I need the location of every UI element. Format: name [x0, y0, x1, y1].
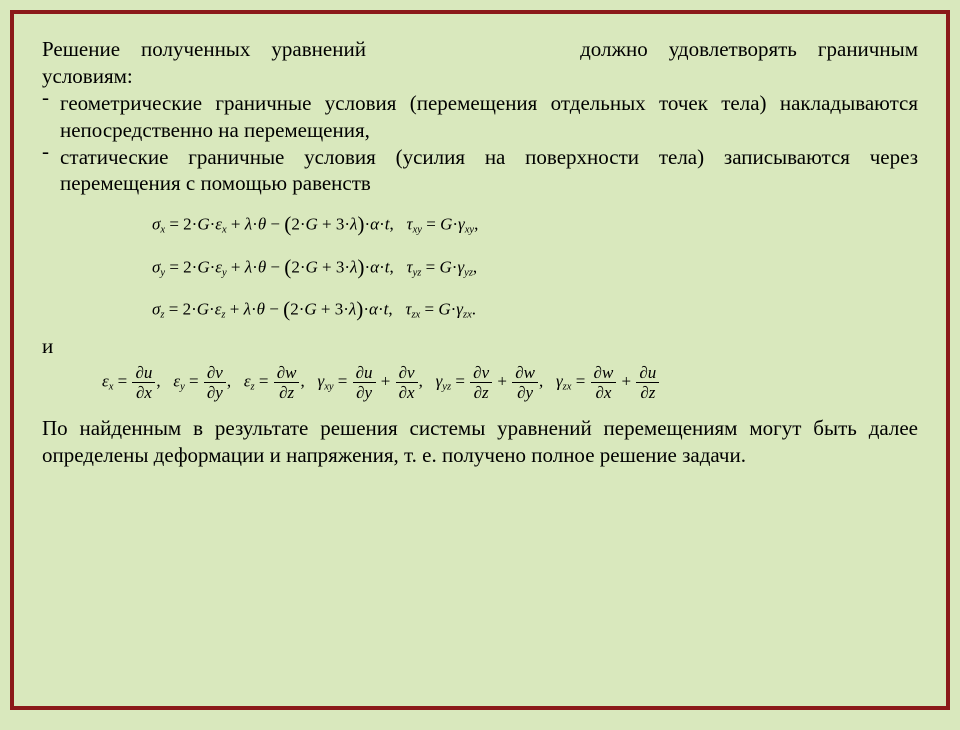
sigma-eq-y: σy = 2·G·εy + λ·θ − (2·G + 3·λ)·α·t, τyz… — [152, 246, 918, 289]
intro-line-2: условиям: — [42, 63, 918, 90]
sigma-eq-z: σz = 2·G·εz + λ·θ − (2·G + 3·λ)·α·t, τzx… — [152, 288, 918, 331]
strain-equations: εx = ∂u∂x, εy = ∂v∂y, εz = ∂w∂z, γxy = ∂… — [102, 364, 918, 401]
intro-line-1: Решение полученных уравнений должно удов… — [42, 36, 918, 63]
and-connector: и — [42, 333, 918, 360]
conditions-list: геометрические граничные условия (переме… — [42, 90, 918, 198]
slide-frame: Решение полученных уравнений должно удов… — [10, 10, 950, 710]
sigma-equations: σx = 2·G·εx + λ·θ − (2·G + 3·λ)·α·t, τxy… — [152, 203, 918, 331]
condition-static: статические граничные условия (усилия на… — [42, 144, 918, 198]
condition-geometric: геометрические граничные условия (переме… — [42, 90, 918, 144]
conclusion-paragraph: По найденным в результате решения систем… — [42, 415, 918, 469]
sigma-eq-x: σx = 2·G·εx + λ·θ − (2·G + 3·λ)·α·t, τxy… — [152, 203, 918, 246]
